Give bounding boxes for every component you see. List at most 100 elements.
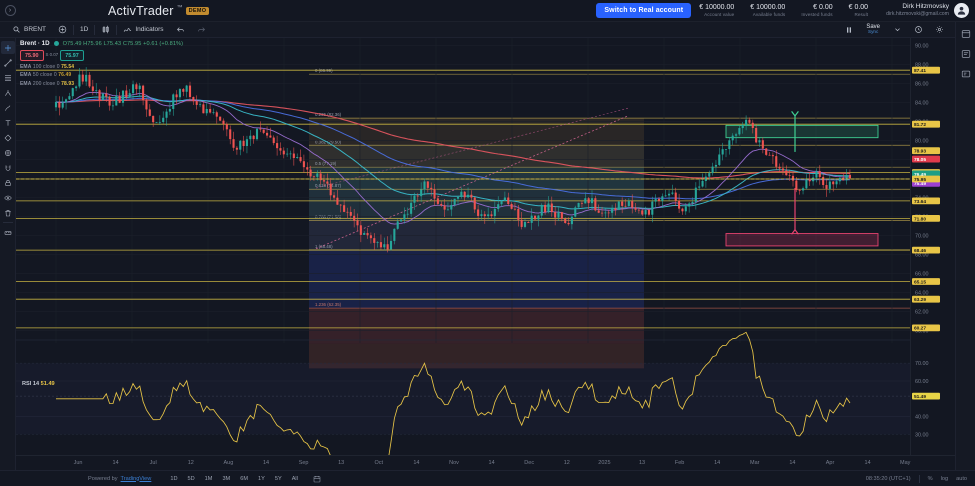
symbol-label: BRENT xyxy=(24,26,47,33)
svg-text:80.00: 80.00 xyxy=(915,139,929,145)
ema-50-legend[interactable]: EMA 50 close 0 76.49 xyxy=(20,72,183,78)
measure-tool-icon[interactable] xyxy=(1,226,15,239)
interval-label: 1D xyxy=(80,26,89,33)
svg-text:75.49: 75.49 xyxy=(914,181,926,187)
chart-container[interactable]: 0 (86.99) 0.236 (82.36) 0.382 (79.50) 0.5 (… xyxy=(16,38,955,470)
chart-toolbar: BRENT 1D xyxy=(0,22,975,38)
chevron-down-icon xyxy=(893,25,902,34)
time-tick-label: Apr xyxy=(826,460,835,466)
svg-text:60.00: 60.00 xyxy=(915,328,929,334)
watchlist-panel-icon[interactable] xyxy=(958,27,973,40)
price-chart-svg: 0 (86.99) 0.236 (82.36) 0.382 (79.50) 0.5 (… xyxy=(16,38,910,455)
tradingview-link[interactable]: TradingView xyxy=(120,475,152,482)
range-button-3m[interactable]: 3M xyxy=(222,475,231,482)
buy-price-button[interactable]: 75.97 xyxy=(60,50,84,61)
sidebar-collapse-button[interactable]: › xyxy=(0,0,20,22)
calendar-icon[interactable] xyxy=(313,475,321,483)
drawing-toolbar xyxy=(0,38,16,470)
ema-100-legend[interactable]: EMA 100 close 0 75.54 xyxy=(20,64,183,70)
chart-settings-button[interactable] xyxy=(929,22,950,38)
range-button-5d[interactable]: 5D xyxy=(187,475,195,482)
rsi-value: 51.49 xyxy=(40,381,55,387)
trendline-tool-icon[interactable] xyxy=(1,56,15,69)
svg-text:1.236 (62.35): 1.236 (62.35) xyxy=(315,302,342,307)
pattern-tool-icon[interactable] xyxy=(1,131,15,144)
time-axis[interactable]: Jun 14 Jul 12 Aug 14 Sep 13 Oct 14 Nov 14 Dec 12 2025 1… xyxy=(16,455,955,470)
price-axis[interactable]: 90.0088.0086.0084.0082.0080.0078.0076.00… xyxy=(910,38,955,455)
brand-logo: ActivTrader ™ DEMO xyxy=(108,4,210,18)
svg-text:51.49: 51.49 xyxy=(914,394,926,400)
ema-200-legend[interactable]: EMA 200 close 0 78.93 xyxy=(20,81,183,87)
auto-scale-button[interactable]: auto xyxy=(956,475,967,482)
svg-text:40.00: 40.00 xyxy=(915,415,929,421)
fib-retracement-tool-icon[interactable] xyxy=(1,71,15,84)
range-button-1m[interactable]: 1M xyxy=(204,475,213,482)
percent-scale-button[interactable]: % xyxy=(927,475,933,482)
chart-type-selector[interactable] xyxy=(95,22,116,38)
invested-funds-stat: € 0.00 Invested funds xyxy=(793,4,840,17)
plus-circle-icon xyxy=(58,25,67,34)
news-panel-icon[interactable] xyxy=(958,67,973,80)
pause-button[interactable] xyxy=(838,22,859,38)
range-button-1d[interactable]: 1D xyxy=(170,475,178,482)
user-icon xyxy=(957,6,966,15)
invested-funds-value: € 0.00 xyxy=(813,3,833,11)
range-button-1y[interactable]: 1Y xyxy=(258,475,265,482)
lock-tool-icon[interactable] xyxy=(1,176,15,189)
time-tick-label: Dec xyxy=(524,460,534,466)
svg-text:62.00: 62.00 xyxy=(915,309,929,315)
switch-to-real-account-button[interactable]: Switch to Real account xyxy=(596,3,692,18)
ema-200-name: EMA xyxy=(20,80,32,87)
trash-tool-icon[interactable] xyxy=(1,206,15,219)
price-plot-area[interactable]: 0 (86.99) 0.236 (82.36) 0.382 (79.50) 0.5 (… xyxy=(16,38,910,455)
result-label: Result xyxy=(854,11,869,17)
eye-tool-icon[interactable] xyxy=(1,191,15,204)
svg-text:0.618 (74.87): 0.618 (74.87) xyxy=(315,183,342,188)
gear-icon xyxy=(935,25,944,34)
indicators-button[interactable]: Indicators xyxy=(117,22,169,38)
time-range-selector: 1D 5D 1M 3M 6M 1Y 5Y All xyxy=(165,475,303,483)
replay-button[interactable] xyxy=(908,22,929,38)
sell-price-button[interactable]: 75.90 xyxy=(20,50,44,61)
app-header: › ActivTrader ™ DEMO Switch to Real acco… xyxy=(0,0,975,22)
add-symbol-button[interactable] xyxy=(52,22,73,38)
svg-text:0.236 (82.36): 0.236 (82.36) xyxy=(315,112,342,117)
redo-button[interactable] xyxy=(191,22,212,38)
price-quote-row[interactable]: 75.90 S 0.07 75.97 xyxy=(20,50,183,61)
symbol-info-row[interactable]: Brent · 1D O75.49 H75.96 L75.43 C75.95 +… xyxy=(20,40,183,47)
toolbar-divider xyxy=(2,222,13,223)
rsi-name: RSI 14 xyxy=(22,381,40,387)
powered-by-label: Powered by xyxy=(88,475,118,482)
save-button[interactable]: Save Sync xyxy=(859,24,887,35)
rsi-legend[interactable]: RSI 14 51.49 xyxy=(22,381,55,387)
svg-text:78.05: 78.05 xyxy=(914,157,926,163)
brush-tool-icon[interactable] xyxy=(1,101,15,114)
undo-button[interactable] xyxy=(170,22,191,38)
divider xyxy=(918,474,920,483)
svg-text:86.00: 86.00 xyxy=(915,82,929,88)
svg-text:1 (68.48): 1 (68.48) xyxy=(315,244,333,249)
user-account-menu[interactable]: Dirk Hitzmovsky dirk.hitzmovski@gmail.co… xyxy=(876,3,969,18)
svg-text:66.00: 66.00 xyxy=(915,271,929,277)
cursor-tool-icon[interactable] xyxy=(0,41,15,54)
save-menu-button[interactable] xyxy=(887,22,908,38)
text-tool-icon[interactable] xyxy=(1,116,15,129)
range-button-6m[interactable]: 6M xyxy=(240,475,248,482)
svg-text:0.786 (71.58): 0.786 (71.58) xyxy=(315,214,342,219)
range-button-5y[interactable]: 5Y xyxy=(274,475,282,482)
ema-200-params: 200 close 0 xyxy=(32,80,60,87)
log-scale-button[interactable]: log xyxy=(940,475,949,482)
magnet-tool-icon[interactable] xyxy=(1,161,15,174)
interval-selector[interactable]: 1D xyxy=(74,22,94,38)
avatar[interactable] xyxy=(954,3,969,18)
toolbar-divider xyxy=(73,24,75,35)
replay-icon xyxy=(914,25,923,34)
prediction-tool-icon[interactable] xyxy=(1,146,15,159)
alerts-panel-icon[interactable] xyxy=(958,47,973,60)
svg-text:0.5 (77.19): 0.5 (77.19) xyxy=(315,161,337,166)
pitchfork-tool-icon[interactable] xyxy=(1,86,15,99)
symbol-search-button[interactable]: BRENT xyxy=(6,22,52,38)
range-button-all[interactable]: All xyxy=(291,475,298,482)
chevron-right-icon: › xyxy=(4,5,16,16)
time-tick-label: 14 xyxy=(113,460,119,466)
